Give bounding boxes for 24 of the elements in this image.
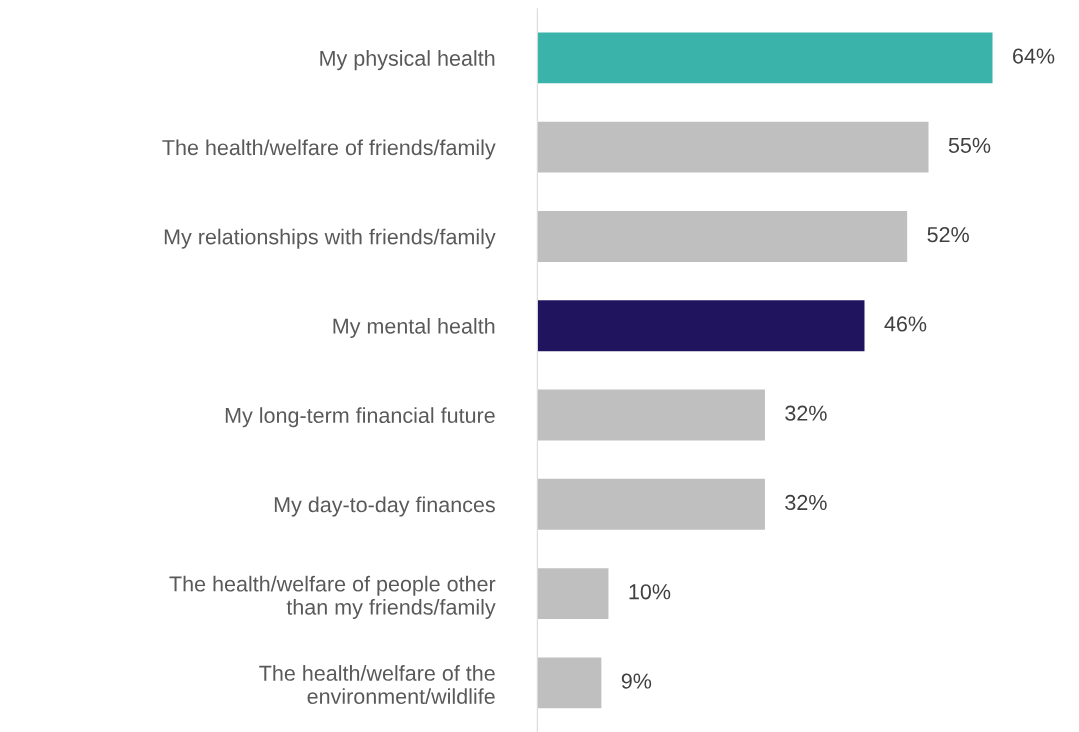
bar: [537, 478, 765, 530]
y-tick-label: The health/welfare of friends/family: [162, 139, 496, 160]
data-label: 46%: [884, 316, 927, 332]
y-tick-label: The health/welfare of people other than my friends/family: [169, 575, 496, 620]
data-label: 9%: [621, 673, 652, 689]
bar: [537, 32, 993, 84]
bar: [537, 121, 929, 173]
data-label: 55%: [948, 137, 991, 153]
data-label: 10%: [629, 584, 671, 600]
bar: [537, 657, 602, 709]
bar: [537, 568, 609, 620]
y-tick-label: My day-to-day finances: [274, 496, 495, 517]
data-label: 64%: [1013, 48, 1055, 64]
data-label: 52%: [927, 227, 969, 243]
y-tick-label: My mental health: [333, 317, 495, 339]
y-tick-label: The health/welfare of the environment/wildlife: [259, 665, 495, 705]
data-label: 32%: [785, 405, 827, 421]
bar: [537, 389, 765, 441]
bar: [537, 300, 865, 352]
data-label: 32%: [785, 494, 827, 511]
y-tick-label: My relationships with friends/family: [164, 228, 496, 249]
y-tick-label: My long-term financial future: [225, 407, 495, 428]
bar: [537, 211, 908, 262]
y-tick-label: My physical health: [320, 50, 495, 71]
